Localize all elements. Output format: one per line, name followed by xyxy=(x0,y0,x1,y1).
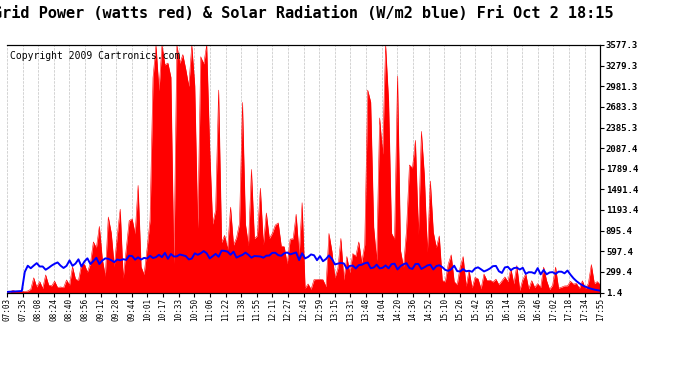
Text: Copyright 2009 Cartronics.com: Copyright 2009 Cartronics.com xyxy=(10,51,180,61)
Text: Grid Power (watts red) & Solar Radiation (W/m2 blue) Fri Oct 2 18:15: Grid Power (watts red) & Solar Radiation… xyxy=(0,6,614,21)
